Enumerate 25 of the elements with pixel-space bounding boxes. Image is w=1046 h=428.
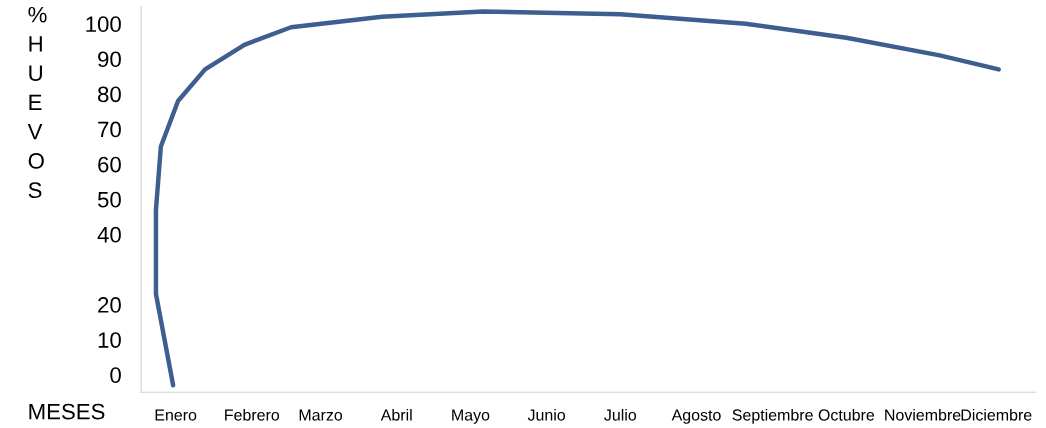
y-tick-label: 40 — [97, 226, 121, 243]
x-tick-label: Septiembre — [732, 408, 813, 424]
y-tick-label: 20 — [98, 297, 121, 313]
y-tick-label: 0 — [110, 367, 121, 383]
x-tick-label: Enero — [155, 409, 197, 421]
y-tick-label: 70 — [98, 121, 121, 138]
x-tick-label: Octubre — [818, 408, 875, 421]
x-tick-label: Mayo — [452, 409, 490, 424]
x-tick-label: Diciembre — [961, 408, 1032, 421]
x-tick-label: Junio — [527, 408, 566, 421]
x-tick-label: Febrero — [225, 408, 280, 421]
y-tick-label: 100 — [86, 16, 121, 33]
x-tick-label: Noviembre — [885, 408, 961, 421]
y-tick-label: 60 — [98, 156, 121, 173]
x-tick-label: Abril — [380, 408, 412, 421]
y-axis-title: % HUEVOS — [27, 6, 47, 199]
y-tick-label: 50 — [97, 191, 121, 208]
x-tick-label: Agosto — [671, 409, 721, 424]
x-axis-title: MESES — [29, 403, 105, 420]
y-tick-label: 10 — [98, 332, 121, 348]
y-tick-label: 90 — [98, 51, 121, 68]
line-series — [153, 9, 1001, 388]
y-tick-label: 80 — [98, 86, 121, 103]
x-tick-label: Marzo — [299, 409, 343, 421]
x-tick-label: Julio — [604, 408, 637, 421]
